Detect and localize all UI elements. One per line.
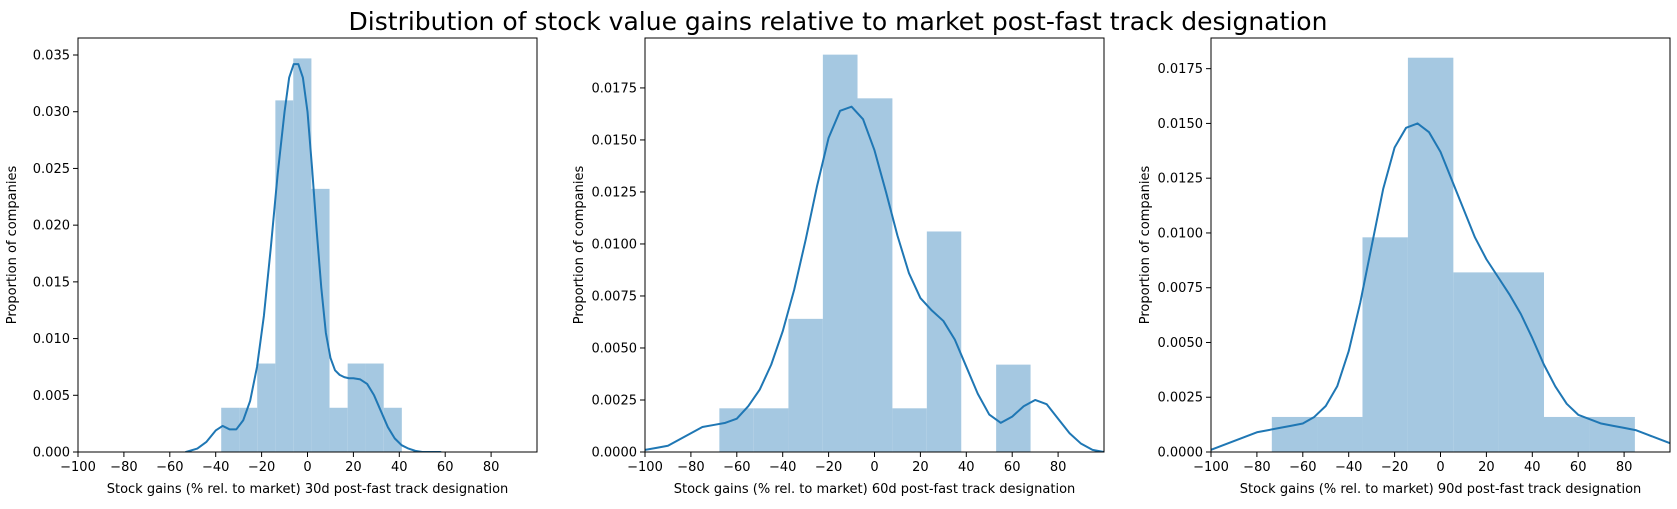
- y-axis-label: Proportion of companies: [1138, 166, 1153, 325]
- x-axis-label: Stock gains (% rel. to market) 90d post-…: [1240, 482, 1642, 497]
- histogram-bar: [1498, 272, 1545, 452]
- y-tick-label: 0.020: [33, 219, 70, 234]
- plot-area-1: [184, 58, 442, 452]
- histogram-bar: [1407, 57, 1454, 452]
- x-tick-label: 80: [1616, 460, 1633, 475]
- x-tick-label: 40: [958, 460, 975, 475]
- histogram-bar: [293, 58, 312, 452]
- x-tick-label: 20: [345, 460, 362, 475]
- y-tick-label: 0.0050: [592, 341, 638, 356]
- figure-title: Distribution of stock value gains relati…: [349, 7, 1328, 36]
- x-tick-label: −80: [677, 460, 704, 475]
- histogram-bar: [788, 318, 823, 452]
- x-tick-label: −20: [815, 460, 842, 475]
- x-tick-label: −20: [248, 460, 275, 475]
- y-tick-label: 0.0150: [592, 133, 638, 148]
- x-tick-label: −100: [60, 460, 96, 475]
- histogram-bar: [1317, 416, 1363, 452]
- chart-panel-2: −100 −80 −60 −40 −20 0 20 40 60 80 0.0000 0.0025 0.0…: [572, 37, 1105, 497]
- histogram-bar: [996, 364, 1031, 452]
- histogram-bar: [365, 363, 384, 452]
- y-tick-label: 0.0075: [592, 289, 638, 304]
- histogram-bar: [383, 407, 402, 452]
- histogram-bar: [753, 408, 789, 452]
- x-axis-label: Stock gains (% rel. to market) 60d post-…: [674, 482, 1076, 497]
- x-tick-label: 40: [1524, 460, 1541, 475]
- y-tick-label: 0.035: [33, 49, 70, 64]
- plot-area-2: [645, 54, 1104, 452]
- histogram-bar: [1544, 416, 1590, 452]
- chart-panel-1: −100 −80 −60 −40 −20 0 20 40 60 80 0.000 0.005 0.010…: [5, 37, 538, 497]
- histogram-bar: [275, 100, 294, 452]
- x-tick-label: 0: [303, 460, 311, 475]
- y-tick-label: 0.010: [33, 332, 70, 347]
- x-tick-label: 60: [1570, 460, 1587, 475]
- y-tick-label: 0.0100: [592, 237, 638, 252]
- histogram-bar: [1362, 237, 1408, 452]
- x-tick-label: −40: [202, 460, 229, 475]
- kde-line: [1211, 122, 1670, 451]
- histogram-bar: [822, 54, 858, 452]
- y-tick-label: 0.0100: [1158, 226, 1204, 241]
- histogram-bar: [311, 188, 330, 452]
- histogram-bar: [239, 407, 258, 452]
- x-tick-label: −40: [769, 460, 796, 475]
- histogram-bar: [892, 408, 927, 452]
- y-tick-label: 0.0000: [592, 446, 638, 461]
- x-tick-label: 60: [1004, 460, 1021, 475]
- histogram-bar: [719, 408, 754, 452]
- y-tick-label: 0.0025: [1158, 391, 1204, 406]
- y-axis-label: Proportion of companies: [5, 166, 20, 325]
- y-tick-label: 0.015: [33, 275, 70, 290]
- x-tick-label: 0: [1436, 460, 1444, 475]
- y-tick-label: 0.0175: [592, 81, 638, 96]
- histogram-bar: [857, 98, 893, 452]
- y-tick-label: 0.0000: [1158, 446, 1204, 461]
- x-tick-label: 20: [1478, 460, 1495, 475]
- y-tick-label: 0.025: [33, 162, 70, 177]
- x-tick-label: 0: [870, 460, 878, 475]
- x-axis-label: Stock gains (% rel. to market) 30d post-…: [107, 482, 509, 497]
- x-tick-label: −40: [1335, 460, 1362, 475]
- x-tick-label: 80: [1050, 460, 1067, 475]
- x-tick-label: −80: [110, 460, 137, 475]
- histogram-bar: [1453, 272, 1499, 452]
- x-tick-label: 20: [912, 460, 929, 475]
- x-tick-label: −80: [1243, 460, 1270, 475]
- y-tick-label: 0.0025: [592, 393, 638, 408]
- plot-area-3: [1211, 57, 1670, 452]
- y-tick-label: 0.0175: [1158, 62, 1204, 77]
- y-axis-label: Proportion of companies: [572, 166, 587, 325]
- y-tick-label: 0.0125: [1158, 172, 1204, 187]
- x-tick-label: 40: [391, 460, 408, 475]
- y-tick-label: 0.0125: [592, 185, 638, 200]
- histogram-bar: [347, 363, 366, 452]
- kde-line: [184, 63, 442, 452]
- x-tick-label: 80: [483, 460, 500, 475]
- histogram-bar: [257, 363, 276, 452]
- histogram-bar: [329, 407, 348, 452]
- x-tick-label: −60: [723, 460, 750, 475]
- y-tick-label: 0.0050: [1158, 336, 1204, 351]
- x-tick-label: −100: [627, 460, 663, 475]
- x-tick-label: −100: [1193, 460, 1229, 475]
- y-tick-label: 0.000: [33, 446, 70, 461]
- chart-panel-3: −100 −80 −60 −40 −20 0 20 40 60 80 0.0000 0.0025 0.0…: [1138, 37, 1671, 497]
- histogram-bar: [1271, 416, 1318, 452]
- y-tick-label: 0.005: [33, 389, 70, 404]
- kde-line: [645, 105, 1104, 452]
- x-tick-label: 60: [437, 460, 454, 475]
- y-tick-label: 0.0075: [1158, 281, 1204, 296]
- x-tick-label: −60: [156, 460, 183, 475]
- x-tick-label: −60: [1289, 460, 1316, 475]
- y-tick-label: 0.0150: [1158, 117, 1204, 132]
- y-tick-label: 0.030: [33, 105, 70, 120]
- x-tick-label: −20: [1381, 460, 1408, 475]
